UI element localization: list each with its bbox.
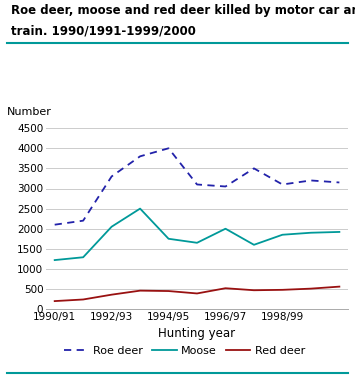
Text: Roe deer, moose and red deer killed by motor car and: Roe deer, moose and red deer killed by m… <box>11 4 355 17</box>
Legend: Roe deer, Moose, Red deer: Roe deer, Moose, Red deer <box>60 341 309 360</box>
Text: Number: Number <box>7 107 52 117</box>
X-axis label: Hunting year: Hunting year <box>158 328 236 340</box>
Text: train. 1990/1991-1999/2000: train. 1990/1991-1999/2000 <box>11 25 196 37</box>
